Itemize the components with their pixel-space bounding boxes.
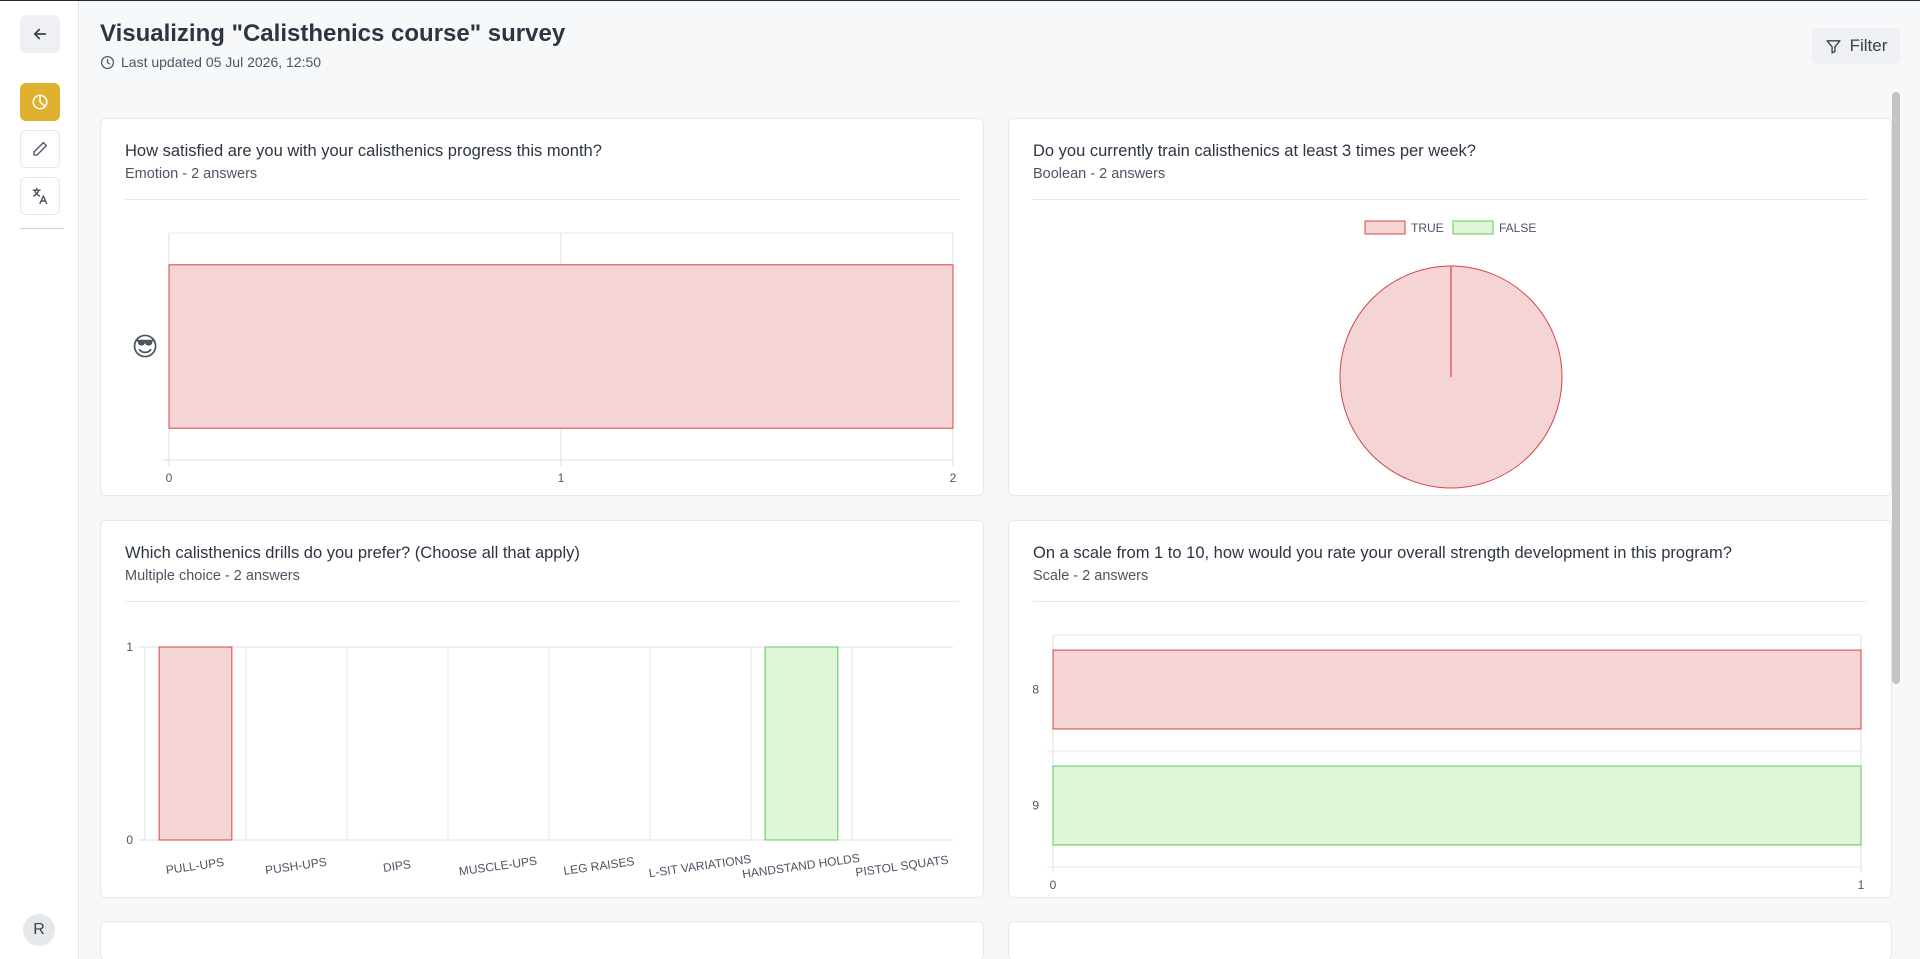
x-tick-label: PISTOL SQUATS	[855, 853, 950, 880]
bar	[168, 264, 954, 429]
y-tick-label: 0	[126, 833, 133, 847]
y-tick-label: 9	[1032, 799, 1039, 813]
arrow-left-icon	[33, 28, 47, 40]
card-divider	[125, 601, 959, 602]
filter-icon	[1826, 39, 1841, 54]
legend-swatch	[1364, 220, 1406, 235]
question-card-partial	[1008, 921, 1892, 959]
question-card-satisfaction: How satisfied are you with your calisthe…	[100, 118, 984, 496]
x-tick-label: 0	[166, 471, 173, 485]
bar	[1052, 765, 1862, 846]
page-title: Visualizing "Calisthenics course" survey	[100, 20, 566, 47]
y-tick-label: 1	[126, 640, 133, 654]
question-title: How satisfied are you with your calisthe…	[125, 142, 602, 160]
bar	[1052, 649, 1862, 730]
question-title: Do you currently train calisthenics at l…	[1033, 142, 1476, 160]
scale-bar-chart: 0 1 8 9	[1032, 634, 1865, 892]
y-tick-label: 😎	[131, 332, 158, 362]
page-header: Visualizing "Calisthenics course" survey…	[100, 20, 565, 70]
translate-button[interactable]	[20, 177, 60, 215]
x-tick-label: 1	[558, 471, 565, 485]
legend-label: FALSE	[1499, 221, 1536, 235]
x-tick-label: 1	[1858, 878, 1865, 892]
bar	[764, 646, 839, 841]
card-divider	[1033, 199, 1867, 200]
last-updated: Last updated 05 Jul 2026, 12:50	[100, 54, 565, 70]
legend-label: TRUE	[1411, 221, 1444, 235]
filter-button[interactable]: Filter	[1812, 28, 1900, 64]
y-tick-label: 8	[1032, 683, 1039, 697]
legend-swatch	[1452, 220, 1494, 235]
edit-button[interactable]	[20, 130, 60, 168]
sidebar: R	[0, 1, 79, 959]
x-tick-label: HANDSTAND HOLDS	[741, 851, 860, 881]
back-button[interactable]	[20, 15, 60, 53]
x-tick-label: LEG RAISES	[563, 854, 636, 878]
bar	[158, 646, 233, 841]
question-subtitle: Boolean - 2 answers	[1033, 166, 1166, 182]
avatar[interactable]: R	[23, 914, 55, 946]
x-tick-label: PULL-UPS	[165, 855, 225, 877]
card-divider	[1033, 601, 1867, 602]
visualize-button[interactable]	[20, 83, 60, 121]
x-tick-label: L-SIT VARIATIONS	[648, 852, 752, 880]
top-border	[0, 0, 1920, 1]
scrollbar[interactable]	[1892, 92, 1900, 684]
x-tick-label: PUSH-UPS	[264, 855, 327, 877]
filter-label: Filter	[1849, 36, 1888, 55]
translate-icon	[32, 187, 48, 205]
x-tick-label: 0	[1050, 878, 1057, 892]
emotion-bar-chart: 0 1 2 😎	[131, 232, 957, 485]
x-tick-label: MUSCLE-UPS	[458, 854, 538, 879]
clock-icon	[100, 55, 115, 69]
question-card-drills: Which calisthenics drills do you prefer?…	[100, 520, 984, 898]
last-updated-text: Last updated 05 Jul 2026, 12:50	[121, 54, 322, 70]
question-card-partial	[100, 921, 984, 959]
x-tick-label: DIPS	[382, 857, 412, 875]
drills-bar-chart: 0 1 PULL-UPS PUSH-UPS DIPS MUSCLE-UPS LEG RAIS…	[126, 640, 953, 881]
question-card-training-frequency: Do you currently train calisthenics at l…	[1008, 118, 1892, 496]
pie-chart-icon	[32, 94, 48, 110]
pencil-icon	[33, 141, 48, 156]
question-title: Which calisthenics drills do you prefer?…	[125, 544, 580, 562]
question-subtitle: Scale - 2 answers	[1033, 568, 1149, 584]
question-card-strength-scale: On a scale from 1 to 10, how would you r…	[1008, 520, 1892, 898]
sidebar-separator	[20, 228, 64, 229]
question-subtitle: Multiple choice - 2 answers	[125, 568, 300, 584]
question-subtitle: Emotion - 2 answers	[125, 166, 258, 182]
boolean-pie-chart: TRUE FALSE	[1339, 220, 1563, 489]
card-divider	[125, 199, 959, 200]
question-title: On a scale from 1 to 10, how would you r…	[1033, 544, 1732, 562]
x-tick-label: 2	[950, 471, 957, 485]
